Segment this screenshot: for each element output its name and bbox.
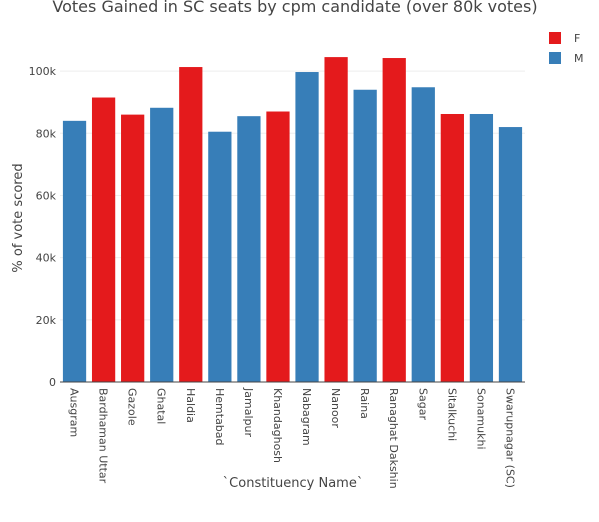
chart-title: Votes Gained in SC seats by cpm candidat… xyxy=(52,0,537,16)
legend-label-f: F xyxy=(574,32,580,45)
x-tick-label: Nabagram xyxy=(300,388,313,446)
bar-ausgram[interactable] xyxy=(62,120,87,382)
bar-raina[interactable] xyxy=(353,89,377,382)
x-tick-label: Gazole xyxy=(126,388,139,426)
bar-sitalkuchi[interactable] xyxy=(440,113,464,382)
y-tick-label: 80k xyxy=(36,127,57,140)
bar-nabagram[interactable] xyxy=(295,72,319,383)
bar-nanoor[interactable] xyxy=(324,57,348,382)
x-axis-title: `Constituency Name` xyxy=(223,476,364,491)
x-tick-label: Sagar xyxy=(416,388,429,420)
legend-label-m: M xyxy=(574,52,584,65)
x-tick-label: Jamalpur xyxy=(242,387,255,437)
x-tick-label: Sonamukhi xyxy=(474,388,487,450)
y-tick-label: 40k xyxy=(36,252,57,265)
bar-bardhaman-uttar[interactable] xyxy=(91,97,116,382)
y-tick-label: 100k xyxy=(29,65,57,78)
y-tick-label: 0 xyxy=(49,376,56,389)
x-tick-labels: Ausgram Bardhaman Uttar Gazole Ghatal Haldia… xyxy=(68,387,517,489)
x-tick-label: Ranaghat Dakshin xyxy=(387,388,400,489)
bar-hemtabad[interactable] xyxy=(208,131,232,382)
x-tick-label: Hemtabad xyxy=(213,388,226,446)
x-tick-label: Haldia xyxy=(184,388,197,423)
x-tick-label: Ghatal xyxy=(155,388,168,424)
legend-swatch-m[interactable] xyxy=(549,52,561,64)
x-tick-label: Ausgram xyxy=(68,388,81,437)
bar-sonamukhi[interactable] xyxy=(469,113,494,382)
legend-swatch-f[interactable] xyxy=(549,32,561,44)
y-tick-label: 20k xyxy=(36,314,57,327)
bar-haldia[interactable] xyxy=(179,67,203,383)
bar-ghatal[interactable] xyxy=(150,107,174,382)
bar-gazole[interactable] xyxy=(121,114,145,383)
y-axis-title: % of vote scored xyxy=(11,163,26,272)
bar-swarupnagar-sc[interactable] xyxy=(498,127,523,383)
bar-jamalpur[interactable] xyxy=(237,116,261,382)
x-tick-label: Sitalkuchi xyxy=(445,388,458,441)
x-tick-label: Nanoor xyxy=(329,388,342,428)
x-tick-label: Khandaghosh xyxy=(271,388,284,463)
bar-sagar[interactable] xyxy=(411,87,435,382)
y-tick-label: 60k xyxy=(36,189,57,202)
x-tick-label: Swarupnagar (SC) xyxy=(503,388,516,488)
x-tick-label: Raina xyxy=(358,388,371,419)
bar-ranaghat-dakshin[interactable] xyxy=(382,58,406,383)
legend: FM xyxy=(549,32,584,65)
bars xyxy=(62,57,523,383)
x-tick-label: Bardhaman Uttar xyxy=(97,388,110,484)
y-tick-labels: 0 20k 40k 60k 80k 100k xyxy=(29,65,57,389)
bar-khandaghosh[interactable] xyxy=(266,111,290,382)
